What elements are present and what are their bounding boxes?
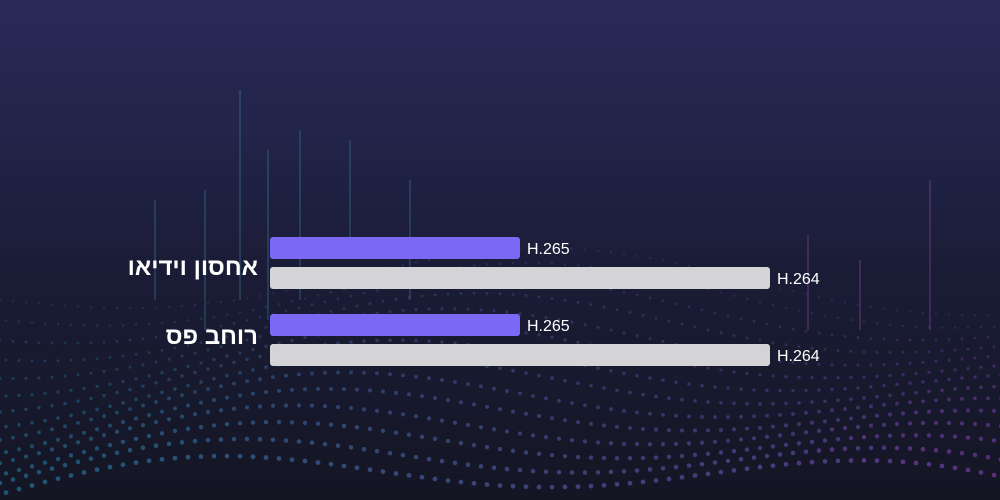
series-label-h265-1: H.265 <box>527 318 570 335</box>
bar-h265-1 <box>270 314 520 336</box>
series-label-h264-0: H.264 <box>777 271 820 288</box>
bar-h265-0 <box>270 237 520 259</box>
background-vertical-lines <box>154 90 931 330</box>
category-label-video-storage: אחסון וידיאו <box>127 254 258 281</box>
bar-h264-0 <box>270 267 770 289</box>
series-label-h264-1: H.264 <box>777 348 820 365</box>
bar-h264-1 <box>270 344 770 366</box>
category-label-bandwidth: רוחב פס <box>165 323 258 350</box>
series-label-h265-0: H.265 <box>527 241 570 258</box>
